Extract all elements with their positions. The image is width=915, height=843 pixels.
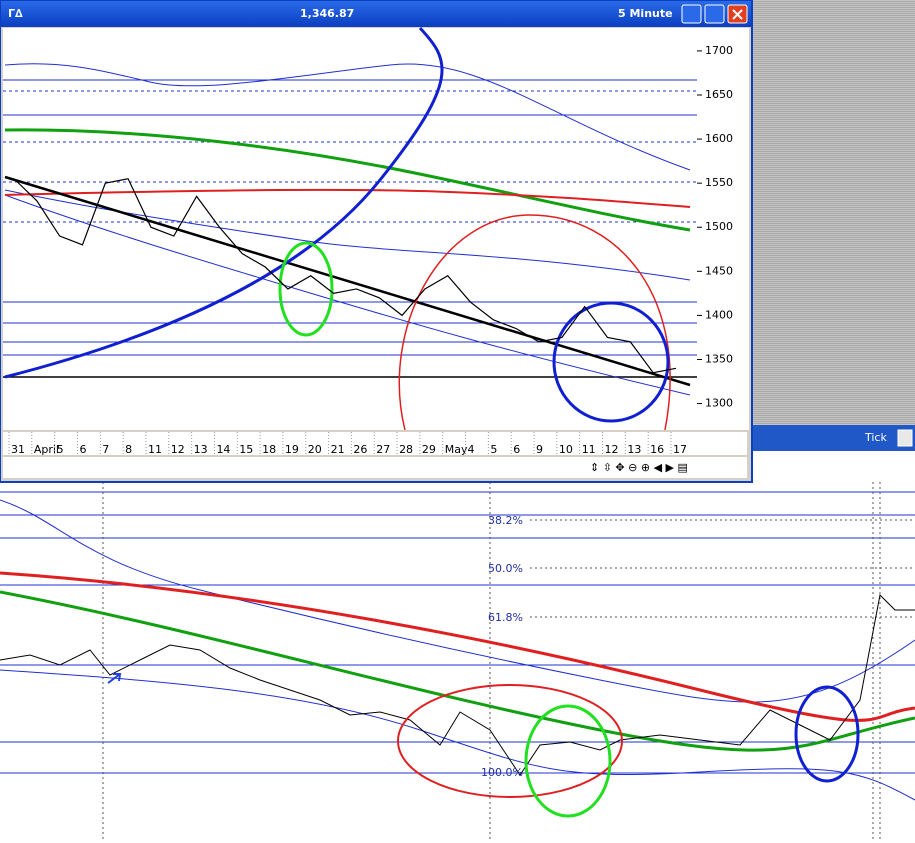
x-tick-label: 9 <box>536 443 543 456</box>
x-tick-label: 28 <box>399 443 413 456</box>
minimize-button[interactable] <box>681 4 702 24</box>
y-tick-label: 1650 <box>705 88 733 101</box>
plot-area <box>3 28 697 430</box>
toolbar-icons[interactable]: ⇕ ⇳ ✥ ⊖ ⊕ ◀ ▶ ▤ <box>590 461 688 474</box>
fib-label: 38.2% <box>488 514 523 527</box>
fib-label: 50.0% <box>488 562 523 575</box>
x-tick-label: 8 <box>125 443 132 456</box>
x-tick-label: 6 <box>513 443 520 456</box>
lower-chart <box>0 482 915 839</box>
y-axis <box>697 28 749 430</box>
x-tick-label: 10 <box>559 443 573 456</box>
x-tick-label: 12 <box>171 443 185 456</box>
x-tick-label: 18 <box>262 443 276 456</box>
y-tick-label: 1350 <box>705 352 733 365</box>
x-tick-label: 17 <box>673 443 687 456</box>
price-line <box>13 178 677 374</box>
x-tick-label: 12 <box>605 443 619 456</box>
window-price: 1,346.87 <box>300 7 354 20</box>
x-tick-label: 11 <box>582 443 596 456</box>
title-bar <box>1 1 751 27</box>
x-tick-label: April <box>34 443 59 456</box>
y-tick-label: 1400 <box>705 308 733 321</box>
x-tick-label: 13 <box>627 443 641 456</box>
fib-label: 61.8% <box>488 611 523 624</box>
tick-bar <box>752 425 915 451</box>
y-tick-label: 1500 <box>705 220 733 233</box>
window-title: Γ∆ <box>8 7 23 20</box>
y-tick-label: 1600 <box>705 132 733 145</box>
x-axis <box>3 432 747 455</box>
overlays <box>3 26 697 431</box>
background-pattern <box>752 0 915 425</box>
x-tick-label: 13 <box>194 443 208 456</box>
x-tick-label: 15 <box>239 443 253 456</box>
y-tick-label: 1700 <box>705 44 733 57</box>
x-tick-label: 29 <box>422 443 436 456</box>
fib-label: 100.0% <box>481 766 523 779</box>
y-tick-label: 1300 <box>705 397 733 410</box>
x-tick-label: 6 <box>79 443 86 456</box>
x-tick-label: 27 <box>376 443 390 456</box>
window-interval: 5 Minute <box>618 7 673 20</box>
tick-title: Tick <box>864 431 887 444</box>
x-tick-label: 20 <box>308 443 322 456</box>
x-tick-label: 5 <box>57 443 64 456</box>
x-tick-label: 26 <box>353 443 367 456</box>
x-tick-label: 19 <box>285 443 299 456</box>
min-button[interactable] <box>897 429 913 447</box>
x-tick-label: 14 <box>216 443 230 456</box>
y-tick-label: 1550 <box>705 176 733 189</box>
x-tick-label: 16 <box>650 443 664 456</box>
x-tick-label: 4 <box>468 443 475 456</box>
y-tick-label: 1450 <box>705 264 733 277</box>
x-tick-label: 21 <box>331 443 345 456</box>
price-chart: 1300 1350 1400 1450 1500 1550 1600 1650 1700 31 Ap… <box>8 44 733 456</box>
x-tick-label: 31 <box>11 443 25 456</box>
maximize-button[interactable] <box>704 4 725 24</box>
toolbar <box>3 457 747 478</box>
x-tick-label: 5 <box>490 443 497 456</box>
close-icon <box>732 9 743 20</box>
x-tick-label: 7 <box>102 443 109 456</box>
x-tick-label: May <box>445 443 468 456</box>
x-tick-label: 11 <box>148 443 162 456</box>
